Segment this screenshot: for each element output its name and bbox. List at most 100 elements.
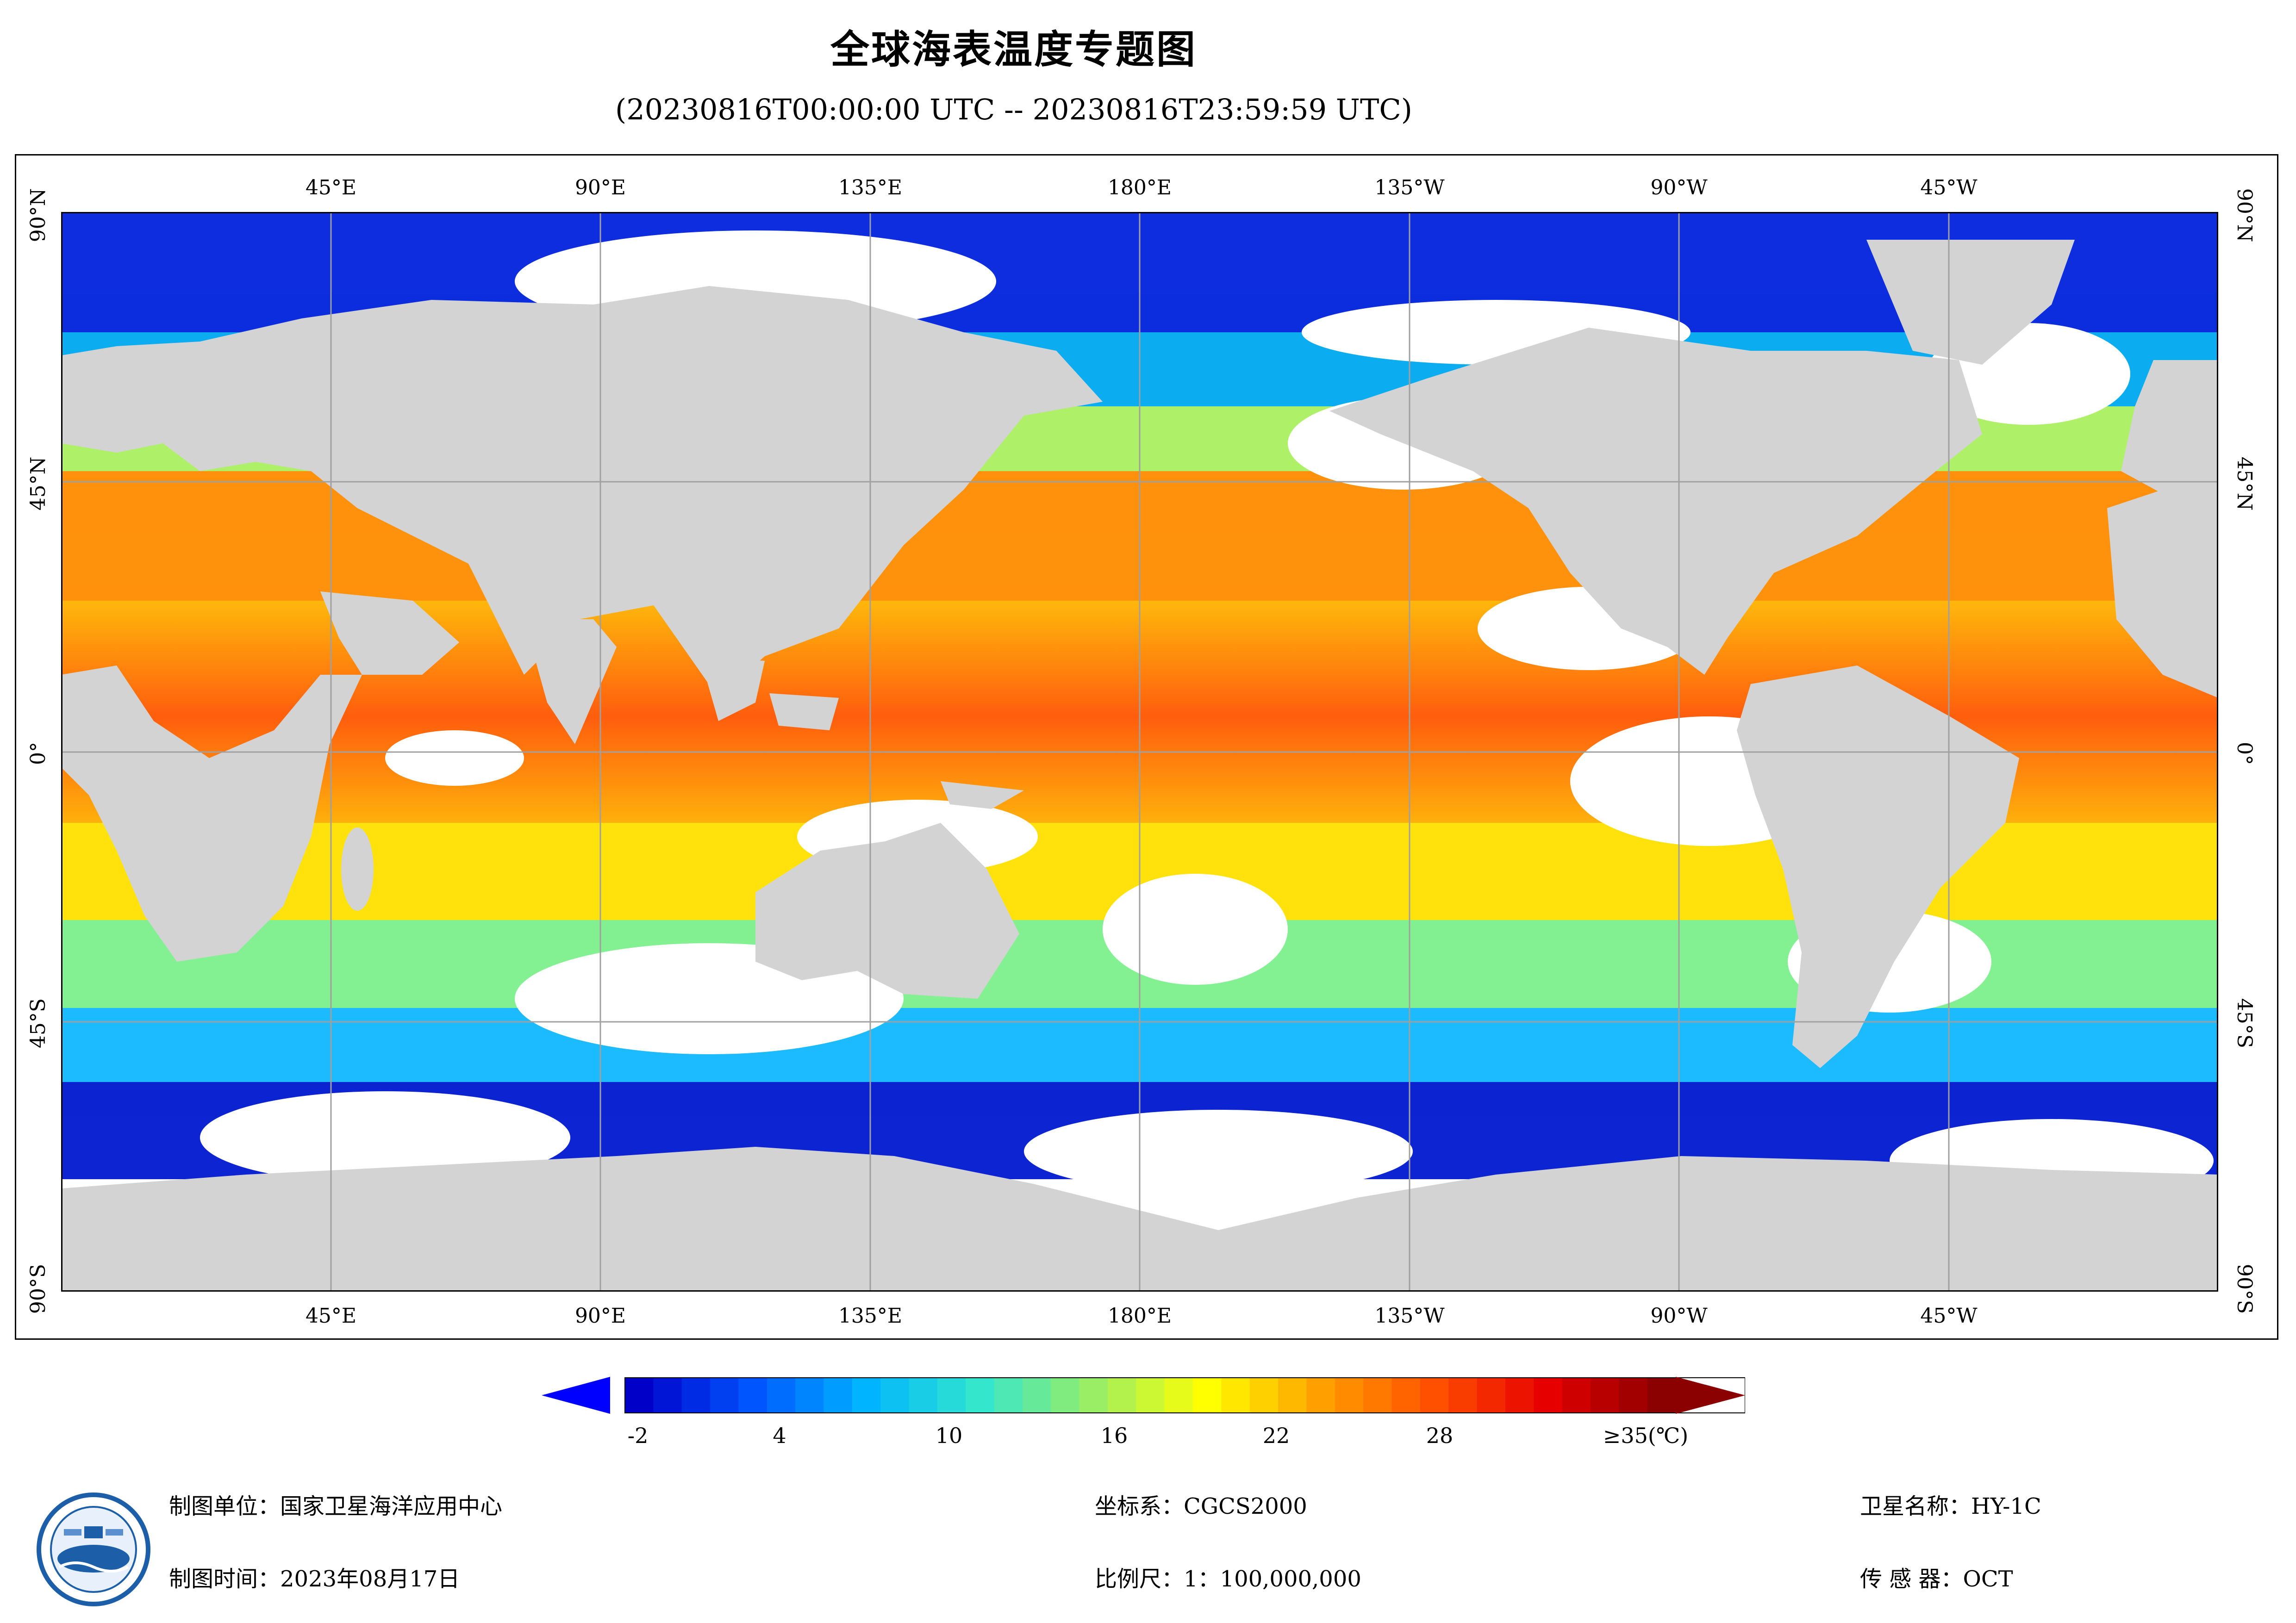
colorbar-cell <box>1619 1378 1648 1413</box>
sensor-info: 传 感 器：OCT <box>1860 1566 2013 1592</box>
colorbar-cell <box>1391 1378 1421 1413</box>
nsoas-logo-icon <box>37 1492 150 1606</box>
colorbar-cell <box>1136 1378 1165 1413</box>
colorbar-cell <box>1221 1378 1250 1413</box>
colorbar-cell <box>880 1378 910 1413</box>
lon-label-top: 135°E <box>838 176 903 199</box>
colorbar-cell <box>795 1378 824 1413</box>
lat-label-left: 0° <box>26 742 50 765</box>
north-america-landmass <box>1329 328 1982 675</box>
lon-label-top: 90°E <box>574 176 626 199</box>
arabia <box>320 591 459 675</box>
graticule <box>61 212 2218 1292</box>
colorbar-tick-label: ≥35(℃) <box>1603 1423 1689 1448</box>
australia-landmass <box>755 823 1019 999</box>
crs-info: 坐标系：CGCS2000 <box>1095 1493 1307 1519</box>
cloud-patch <box>200 1091 570 1184</box>
lat-label-right: 45°N <box>2233 456 2256 511</box>
colorbar-cell <box>767 1378 796 1413</box>
colorbar-tick-label: -2 <box>627 1423 649 1448</box>
lat-label-right: 0° <box>2233 742 2256 765</box>
map-frame <box>15 154 2278 1340</box>
colorbar-cell <box>738 1378 767 1413</box>
colorbar-tick-label: 10 <box>935 1423 963 1448</box>
cloud-patch <box>1103 874 1288 985</box>
lat-label-right: 90°N <box>2233 188 2256 243</box>
colorbar-cell <box>1051 1378 1080 1413</box>
colorbar-cell <box>710 1378 739 1413</box>
borneo <box>769 693 839 730</box>
colorbar-cell <box>681 1378 711 1413</box>
date-info: 制图时间：2023年08月17日 <box>169 1566 460 1592</box>
lat-label-left: 45°N <box>26 456 50 511</box>
europe <box>2121 360 2218 499</box>
lat-label-right: 45°S <box>2233 998 2256 1049</box>
africa-landmass <box>61 665 362 962</box>
colorbar-cell <box>1022 1378 1051 1413</box>
sst-colorbar <box>542 1377 1745 1414</box>
lat-label-left: 90°S <box>26 1263 50 1314</box>
colorbar-cell <box>1505 1378 1534 1413</box>
lon-label-top: 45°E <box>305 176 357 199</box>
colorbar-cell <box>1335 1378 1364 1413</box>
colorbar-high-arrow <box>1676 1377 1745 1414</box>
colorbar-cell <box>1647 1378 1676 1413</box>
southeast-asia <box>700 656 765 721</box>
colorbar-cell <box>1363 1378 1392 1413</box>
lat-label-left: 90°N <box>26 188 50 243</box>
india <box>524 619 617 744</box>
colorbar-tick-label: 28 <box>1426 1423 1454 1448</box>
cloud-patch <box>1024 1110 1413 1193</box>
colorbar-tick-label: 4 <box>773 1423 786 1448</box>
lat-label-left: 45°S <box>26 998 50 1049</box>
colorbar-cell <box>1079 1378 1108 1413</box>
colorbar-cell <box>1420 1378 1449 1413</box>
lon-label-top: 135°W <box>1374 176 1445 199</box>
colorbar-cell <box>1562 1378 1591 1413</box>
new-guinea <box>941 781 1024 809</box>
eurasia-landmass <box>61 286 1103 698</box>
colorbar-cell <box>1477 1378 1506 1413</box>
lon-label-bottom: 135°W <box>1374 1304 1445 1328</box>
lon-label-bottom: 135°E <box>838 1304 903 1328</box>
colorbar-cell <box>994 1378 1023 1413</box>
cloud-patch <box>385 730 524 786</box>
map-border <box>61 212 2218 1292</box>
colorbar-cell <box>1193 1378 1222 1413</box>
colorbar-tick-label: 16 <box>1100 1423 1128 1448</box>
colorbar-cell <box>1534 1378 1563 1413</box>
west-africa-edge <box>2107 471 2218 698</box>
sst-map[interactable] <box>61 212 2218 1292</box>
colorbar-cell <box>1249 1378 1279 1413</box>
colorbar-cell <box>852 1378 881 1413</box>
producer-info: 制图单位：国家卫星海洋应用中心 <box>169 1493 503 1519</box>
colorbar-cell <box>653 1378 682 1413</box>
colorbar-cell <box>966 1378 995 1413</box>
lon-label-bottom: 90°E <box>574 1304 626 1328</box>
colorbar-cell <box>937 1378 966 1413</box>
lon-label-top: 90°W <box>1650 176 1708 199</box>
colorbar-cell <box>1107 1378 1136 1413</box>
colorbar-cell <box>1306 1378 1335 1413</box>
colorbar-cell <box>1164 1378 1193 1413</box>
lon-label-bottom: 180°E <box>1107 1304 1172 1328</box>
colorbar-cell <box>1448 1378 1478 1413</box>
colorbar-tick-label: 22 <box>1262 1423 1290 1448</box>
colorbar-outline <box>624 1377 1745 1413</box>
colorbar-cell <box>1278 1378 1307 1413</box>
lon-label-bottom: 45°W <box>1920 1304 1978 1328</box>
map-title: 全球海表温度专题图 <box>830 27 1197 72</box>
scale-info: 比例尺：1：100,000,000 <box>1095 1566 1361 1592</box>
madagascar <box>341 827 374 911</box>
lon-label-bottom: 45°E <box>305 1304 357 1328</box>
map-subtitle: (20230816T00:00:00 UTC -- 20230816T23:59… <box>615 93 1412 126</box>
lon-label-bottom: 90°W <box>1650 1304 1708 1328</box>
greenland <box>1866 240 2075 365</box>
satellite-info: 卫星名称：HY-1C <box>1860 1493 2041 1519</box>
lon-label-top: 180°E <box>1107 176 1172 199</box>
colorbar-cell <box>1590 1378 1619 1413</box>
colorbar-cell <box>625 1378 654 1413</box>
lat-label-right: 90°S <box>2233 1263 2256 1314</box>
colorbar-cells <box>625 1378 1676 1413</box>
lon-label-top: 45°W <box>1920 176 1978 199</box>
